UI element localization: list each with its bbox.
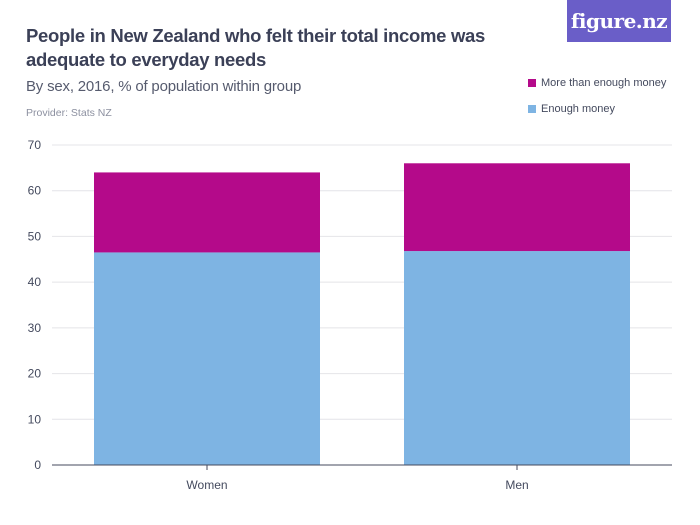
legend-swatch-enough <box>528 105 536 113</box>
chart-title: People in New Zealand who felt their tot… <box>26 25 486 70</box>
y-tick-label-30: 30 <box>28 321 42 335</box>
provider-note: Provider: Stats NZ <box>26 107 112 119</box>
y-tick-label-50: 50 <box>28 229 42 243</box>
figure-nz-logo: figure.nz <box>567 0 671 42</box>
legend-label-more: More than enough money <box>541 77 667 89</box>
bar-men-more-than-enough-money <box>404 163 630 252</box>
bar-men-enough-money <box>404 251 630 465</box>
chart-legend: More than enough money Enough money <box>528 76 666 128</box>
legend-label-enough: Enough money <box>541 103 615 115</box>
x-tick-label-women: Women <box>186 478 227 492</box>
legend-swatch-more <box>528 79 536 87</box>
y-tick-label-60: 60 <box>28 184 42 198</box>
y-tick-label-20: 20 <box>28 367 42 381</box>
axes: 0 10 20 30 40 50 60 70 Women Men <box>28 138 672 492</box>
legend-item-more: More than enough money <box>528 76 666 90</box>
legend-item-enough: Enough money <box>528 102 666 116</box>
chart-subtitle: By sex, 2016, % of population within gro… <box>26 78 302 95</box>
bar-women-enough-money <box>94 252 320 465</box>
y-tick-label-10: 10 <box>28 412 42 426</box>
x-tick-label-men: Men <box>505 478 528 492</box>
bars <box>94 163 630 465</box>
y-tick-label-70: 70 <box>28 138 42 152</box>
y-tick-label-0: 0 <box>34 458 41 472</box>
bar-women-more-than-enough-money <box>94 172 320 253</box>
y-tick-label-40: 40 <box>28 275 42 289</box>
